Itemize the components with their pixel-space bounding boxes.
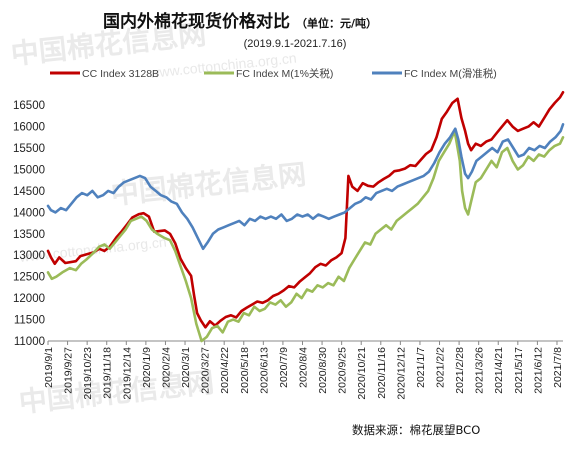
- x-tick-label: 2020/12/12: [395, 347, 407, 400]
- data-source: 数据来源：棉花展望BCO: [352, 423, 480, 437]
- legend-label-1: CC Index 3128B: [82, 68, 159, 80]
- x-tick-label: 2020/3/1: [180, 347, 192, 388]
- legend-label-2: FC Index M(1%关税): [236, 67, 333, 80]
- x-tick-label: 2020/3/27: [200, 347, 212, 394]
- y-tick-label: 11500: [14, 315, 45, 327]
- y-tick-label: 13000: [13, 250, 45, 262]
- chart-subtitle: (2019.9.1-2021.7.16): [244, 38, 347, 50]
- x-tick-label: 2020/11/16: [376, 347, 388, 399]
- y-tick-label: 15000: [13, 164, 45, 176]
- x-tick-label: 2021/6/12: [532, 347, 544, 394]
- x-tick-label: 2021/1/7: [415, 347, 427, 388]
- y-tick-label: 16000: [13, 122, 45, 134]
- series-line-2: [46, 129, 565, 343]
- x-axis: 2019/9/1 2019/9/27 2019/10/23 2019/11/18 201…: [43, 340, 564, 400]
- y-tick-label: 14000: [13, 207, 45, 219]
- x-tick-label: 2019/9/1: [43, 347, 55, 388]
- y-tick-label: 11000: [14, 336, 45, 348]
- legend: CC Index 3128B FC Index M(1%关税) FC Index M…: [50, 67, 497, 80]
- series-line-1: [46, 91, 565, 329]
- chart-unit-label: （单位：元/吨）: [296, 16, 377, 30]
- x-tick-label: 2021/5/17: [513, 347, 525, 394]
- legend-label-3: FC Index M(滑准税): [404, 67, 497, 80]
- x-tick-label: 2019/10/23: [82, 347, 94, 400]
- y-axis: 11000 11500 12000 12500 13000 13500 14000 14500…: [13, 100, 45, 348]
- x-tick-label: 2020/1/9: [141, 347, 153, 388]
- y-tick-label: 14500: [13, 186, 45, 198]
- y-tick-label: 12000: [13, 293, 45, 305]
- x-tick-label: 2021/2/2: [435, 347, 447, 388]
- x-tick-label: 2020/7/9: [278, 347, 290, 388]
- x-tick-label: 2020/2/4: [160, 347, 172, 388]
- x-tick-label: 2021/3/26: [474, 347, 486, 394]
- x-tick-label: 2020/6/13: [258, 347, 270, 394]
- x-tick-label: 2019/12/14: [121, 347, 133, 400]
- x-tick-label: 2021/2/28: [454, 347, 466, 394]
- x-tick-label: 2019/11/18: [102, 347, 114, 399]
- x-tick-label: 2019/9/27: [63, 347, 75, 394]
- plot-area: [46, 91, 565, 343]
- series-line-3: [46, 123, 565, 251]
- watermark-text-middle: 中国棉花信息网: [109, 158, 307, 211]
- x-tick-label: 2021/4/21: [493, 347, 505, 394]
- x-tick-label: 2020/4/22: [219, 347, 231, 394]
- x-tick-label: 2020/8/4: [297, 347, 309, 388]
- x-tick-label: 2020/5/18: [239, 347, 251, 394]
- x-tick-label: 2020/10/21: [356, 347, 368, 400]
- x-tick-label: 2020/9/25: [337, 347, 349, 394]
- y-tick-label: 13500: [13, 229, 45, 241]
- y-tick-label: 15500: [13, 143, 45, 155]
- y-tick-label: 16500: [13, 100, 45, 112]
- chart-title: 国内外棉花现货价格对比: [103, 11, 290, 32]
- y-tick-label: 12500: [13, 272, 45, 284]
- x-tick-label: 2021/7/8: [552, 347, 564, 388]
- x-tick-label: 2020/8/30: [317, 347, 329, 394]
